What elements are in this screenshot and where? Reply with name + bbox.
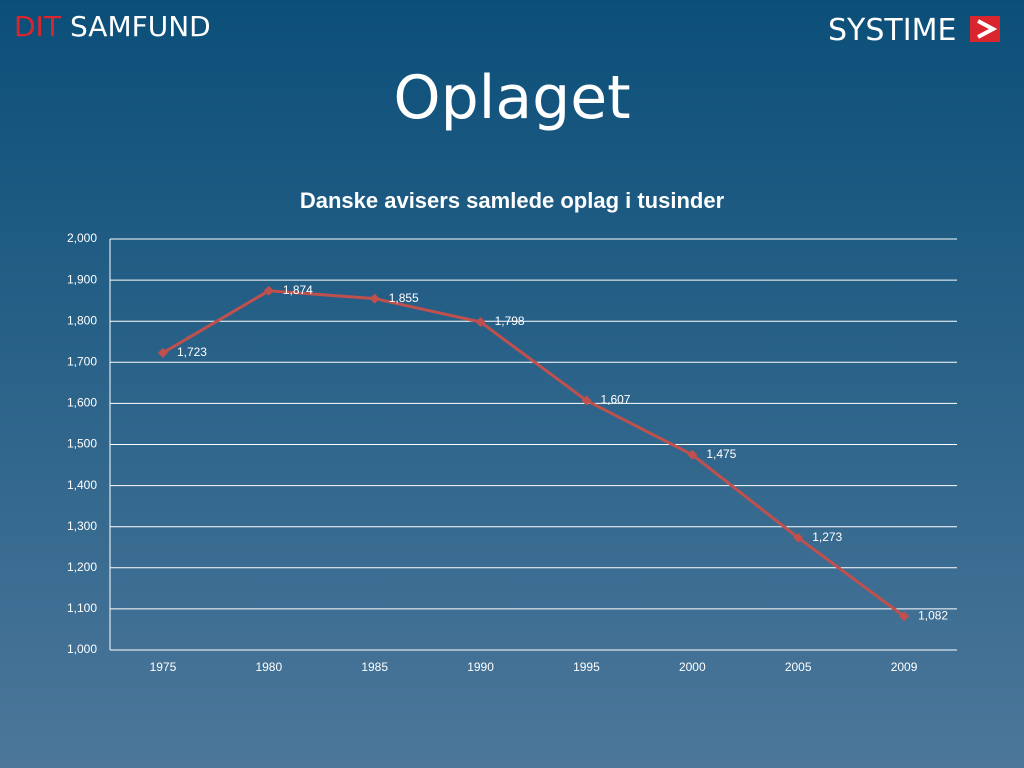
data-point (793, 532, 804, 543)
data-label: 1,874 (283, 283, 313, 297)
data-label: 1,607 (600, 393, 630, 407)
x-tick-label: 1995 (573, 660, 600, 674)
y-tick-label: 1,700 (67, 354, 97, 368)
y-tick-label: 1,600 (67, 396, 97, 410)
brand-red: DIT (14, 10, 62, 43)
data-label: 1,475 (706, 447, 736, 461)
chart-title: Danske avisers samlede oplag i tusinder (300, 188, 725, 213)
x-tick-label: 1990 (467, 660, 494, 674)
data-point (581, 395, 592, 406)
x-tick-label: 2005 (785, 660, 812, 674)
y-tick-label: 1,300 (67, 519, 97, 533)
data-label: 1,082 (918, 608, 948, 622)
y-tick-label: 2,000 (67, 231, 97, 245)
x-tick-label: 1985 (361, 660, 388, 674)
y-tick-label: 1,100 (67, 601, 97, 615)
y-tick-label: 1,800 (67, 313, 97, 327)
x-tick-label: 2000 (679, 660, 706, 674)
x-tick-label: 2009 (891, 660, 918, 674)
y-tick-label: 1,000 (67, 642, 97, 656)
y-tick-label: 1,900 (67, 272, 97, 286)
data-point (687, 449, 698, 460)
data-point (475, 317, 486, 328)
brand-white: SAMFUND (70, 10, 211, 43)
data-line (162, 289, 905, 618)
data-label: 1,798 (495, 314, 525, 328)
data-label: 1,723 (177, 345, 207, 359)
data-label: 1,855 (389, 291, 419, 305)
data-point (369, 293, 380, 304)
data-point (157, 347, 168, 358)
y-tick-label: 1,200 (67, 560, 97, 574)
slide-title: Oplaget (393, 63, 630, 133)
x-tick-label: 1980 (255, 660, 282, 674)
data-point (899, 611, 910, 622)
y-tick-label: 1,500 (67, 437, 97, 451)
x-tick-label: 1975 (150, 660, 177, 674)
y-tick-label: 1,400 (67, 478, 97, 492)
logo: SYSTIME (828, 13, 956, 48)
logo-arrow (977, 19, 998, 39)
data-point (263, 285, 274, 296)
data-label: 1,273 (812, 530, 842, 544)
